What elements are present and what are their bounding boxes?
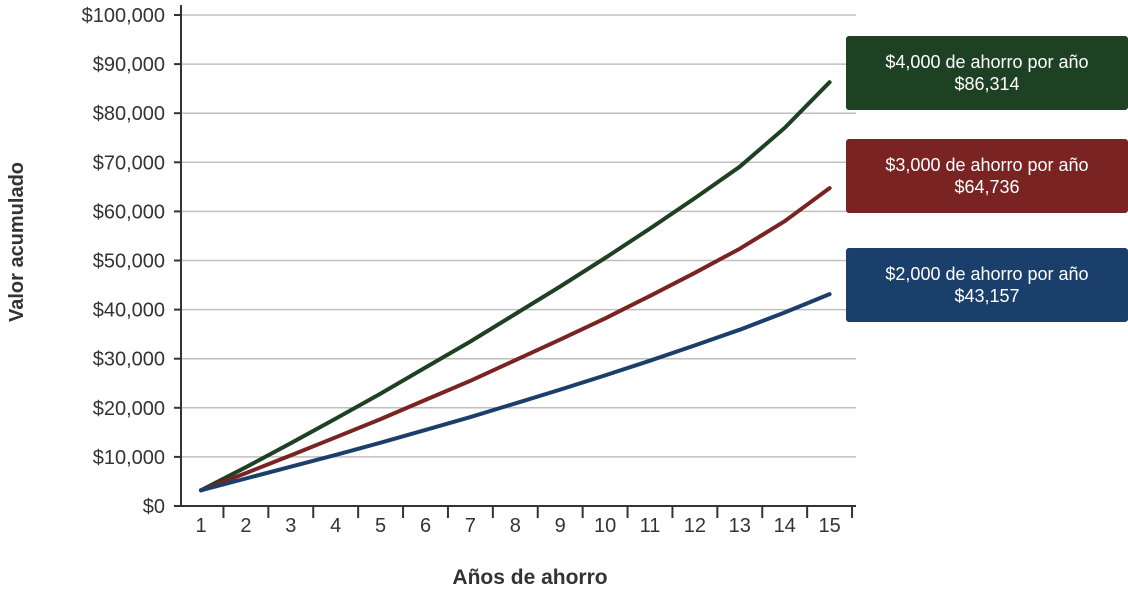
series-callout-3000: $3,000 de ahorro por año $64,736: [846, 139, 1128, 213]
y-tick-label: $0: [143, 496, 165, 518]
series-callout-value: $43,157: [954, 286, 1020, 306]
x-tick-label: 14: [774, 515, 796, 537]
x-tick-label: 12: [684, 515, 706, 537]
x-tick-label: 4: [330, 515, 341, 537]
x-tick-label: 3: [285, 515, 296, 537]
x-tick-label: 6: [420, 515, 431, 537]
x-tick-label: 15: [818, 515, 840, 537]
y-tick-label: $80,000: [93, 103, 165, 125]
y-tick-label: $30,000: [93, 349, 165, 371]
series-callout-name: $4,000 de ahorro por año: [885, 52, 1089, 72]
y-tick-label: $50,000: [93, 251, 165, 273]
series-callout-value: $64,736: [954, 177, 1020, 197]
y-tick-label: $40,000: [93, 300, 165, 322]
series-callout-4000: $4,000 de ahorro por año $86,314: [846, 36, 1128, 110]
x-axis-title: Años de ahorro: [452, 566, 608, 589]
x-tick-label: 11: [640, 515, 661, 537]
x-tick-label: 8: [510, 515, 521, 537]
y-axis-title: Valor acumulado: [6, 161, 28, 323]
series-line-1: [199, 186, 832, 493]
series-callout-value: $86,314: [954, 74, 1020, 94]
series-callout-name: $3,000 de ahorro por año: [885, 155, 1089, 175]
x-tick-label: 1: [195, 515, 206, 537]
x-tick-label: 7: [465, 515, 476, 537]
y-tick-label: $100,000: [82, 5, 165, 27]
y-tick-label: $20,000: [93, 398, 165, 420]
series-callout-name: $2,000 de ahorro por año: [885, 264, 1089, 284]
y-tick-label: $90,000: [93, 54, 165, 76]
x-tick-label: 13: [729, 515, 751, 537]
series-line-2: [199, 292, 832, 493]
series-callout-2000: $2,000 de ahorro por año $43,157: [846, 248, 1128, 322]
y-tick-label: $10,000: [93, 447, 165, 469]
series-line-0: [199, 80, 832, 493]
y-tick-label: $60,000: [93, 201, 165, 223]
x-tick-label: 10: [594, 515, 616, 537]
y-tick-label: $70,000: [93, 152, 165, 174]
x-tick-label: 9: [555, 515, 566, 537]
x-tick-label: 2: [240, 515, 251, 537]
x-tick-label: 5: [375, 515, 386, 537]
